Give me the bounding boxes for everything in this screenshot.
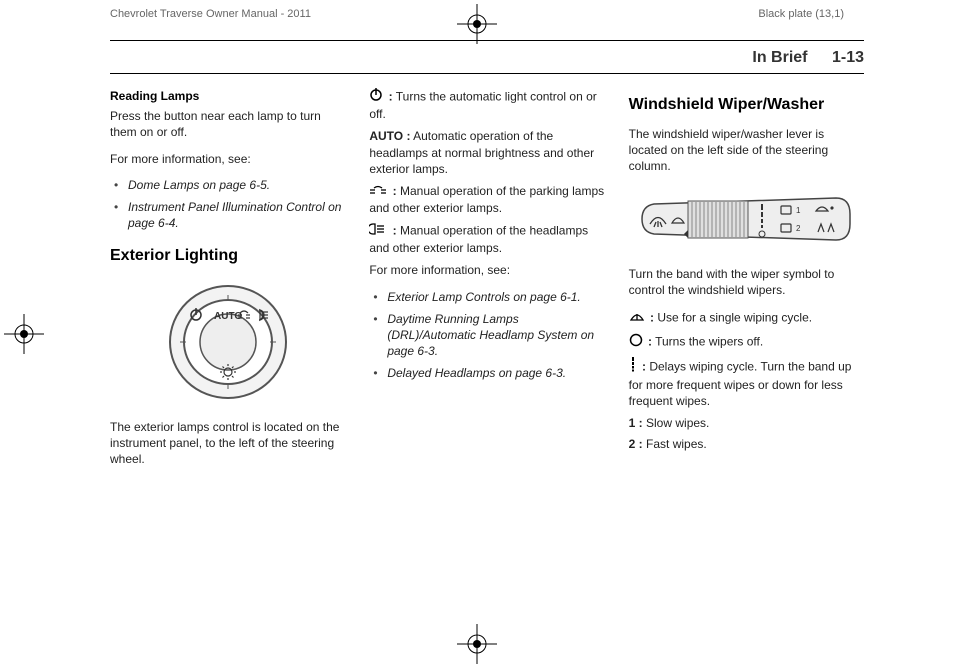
wiper-speeds: 1 : Slow wipes. 2 : Fast wipes. xyxy=(629,415,864,451)
item-text: Use for a single wiping cycle. xyxy=(657,310,812,324)
plate-label: Black plate (13,1) xyxy=(758,8,844,20)
registration-mark-left xyxy=(4,314,44,354)
section-header: In Brief 1-13 xyxy=(110,49,864,74)
column-2: : Turns the automatic light control on o… xyxy=(369,88,604,477)
wiper-heading: Windshield Wiper/Washer xyxy=(629,94,864,116)
control-item: : Turns the automatic light control on o… xyxy=(369,88,604,122)
wiper-item: : Use for a single wiping cycle. xyxy=(629,309,864,327)
parking-icon xyxy=(369,184,387,200)
speed-item: 2 : Fast wipes. xyxy=(629,436,864,452)
link-item: Exterior Lamp Controls on page 6‑1. xyxy=(369,289,604,305)
link-item: Dome Lamps on page 6‑5. xyxy=(110,177,345,193)
for-more-2: For more information, see: xyxy=(369,262,604,278)
control-item: AUTO : Automatic operation of the headla… xyxy=(369,128,604,177)
reading-links: Dome Lamps on page 6‑5. Instrument Panel… xyxy=(110,177,345,232)
item-text: Turns the wipers off. xyxy=(655,334,763,348)
page-number: 1-13 xyxy=(832,49,864,66)
auto-label: AUTO : xyxy=(369,129,410,143)
registration-mark-top xyxy=(457,4,497,44)
control-item: : Manual operation of the parking lamps … xyxy=(369,183,604,216)
wiper-intro: The windshield wiper/washer lever is loc… xyxy=(629,126,864,175)
headlamp-icon xyxy=(369,222,387,240)
registration-mark-bottom xyxy=(457,624,497,664)
link-item: Daytime Running Lamps (DRL)/Automatic He… xyxy=(369,311,604,360)
control-item: : Manual operation of the headlamps and … xyxy=(369,222,604,256)
wiper-after-img: Turn the band with the wiper symbol to c… xyxy=(629,266,864,298)
wiper-lever-illustration: 1 2 xyxy=(629,184,864,254)
wiper-item: : Delays wiping cycle. Turn the band up … xyxy=(629,357,864,410)
content-frame: In Brief 1-13 Reading Lamps Press the bu… xyxy=(110,40,864,477)
speed-label: 2 : xyxy=(629,437,643,451)
power-icon xyxy=(369,88,383,106)
svg-text:1: 1 xyxy=(796,206,801,215)
speed-text: Slow wipes. xyxy=(646,416,709,430)
column-1: Reading Lamps Press the button near each… xyxy=(110,88,345,477)
delay-icon xyxy=(629,357,637,377)
reading-lamps-text: Press the button near each lamp to turn … xyxy=(110,108,345,140)
exterior-links: Exterior Lamp Controls on page 6‑1. Dayt… xyxy=(369,289,604,382)
speed-label: 1 : xyxy=(629,416,643,430)
exterior-caption: The exterior lamps control is located on… xyxy=(110,419,345,468)
dial-auto-label: AUTO xyxy=(214,311,242,322)
item-text: Manual operation of the parking lamps an… xyxy=(369,184,604,215)
speed-item: 1 : Slow wipes. xyxy=(629,415,864,431)
exterior-lighting-heading: Exterior Lighting xyxy=(110,245,345,267)
column-3: Windshield Wiper/Washer The windshield w… xyxy=(629,88,864,477)
svg-text:2: 2 xyxy=(796,224,801,233)
off-icon xyxy=(629,333,643,351)
columns: Reading Lamps Press the button near each… xyxy=(110,88,864,477)
speed-text: Fast wipes. xyxy=(646,437,707,451)
item-text: Delays wiping cycle. Turn the band up fo… xyxy=(629,359,852,408)
manual-title: Chevrolet Traverse Owner Manual - 2011 xyxy=(110,8,311,20)
mist-icon xyxy=(629,309,645,327)
item-text: Turns the automatic light control on or … xyxy=(369,89,596,121)
link-item: Delayed Headlamps on page 6‑3. xyxy=(369,365,604,381)
reading-lamps-heading: Reading Lamps xyxy=(110,88,345,104)
item-text: Manual operation of the headlamps and ot… xyxy=(369,223,588,255)
wiper-item: : Turns the wipers off. xyxy=(629,333,864,351)
for-more-1: For more information, see: xyxy=(110,151,345,167)
link-item: Instrument Panel Illumination Control on… xyxy=(110,199,345,231)
exterior-lighting-illustration: AUTO xyxy=(110,277,345,407)
section-name: In Brief xyxy=(752,49,807,66)
